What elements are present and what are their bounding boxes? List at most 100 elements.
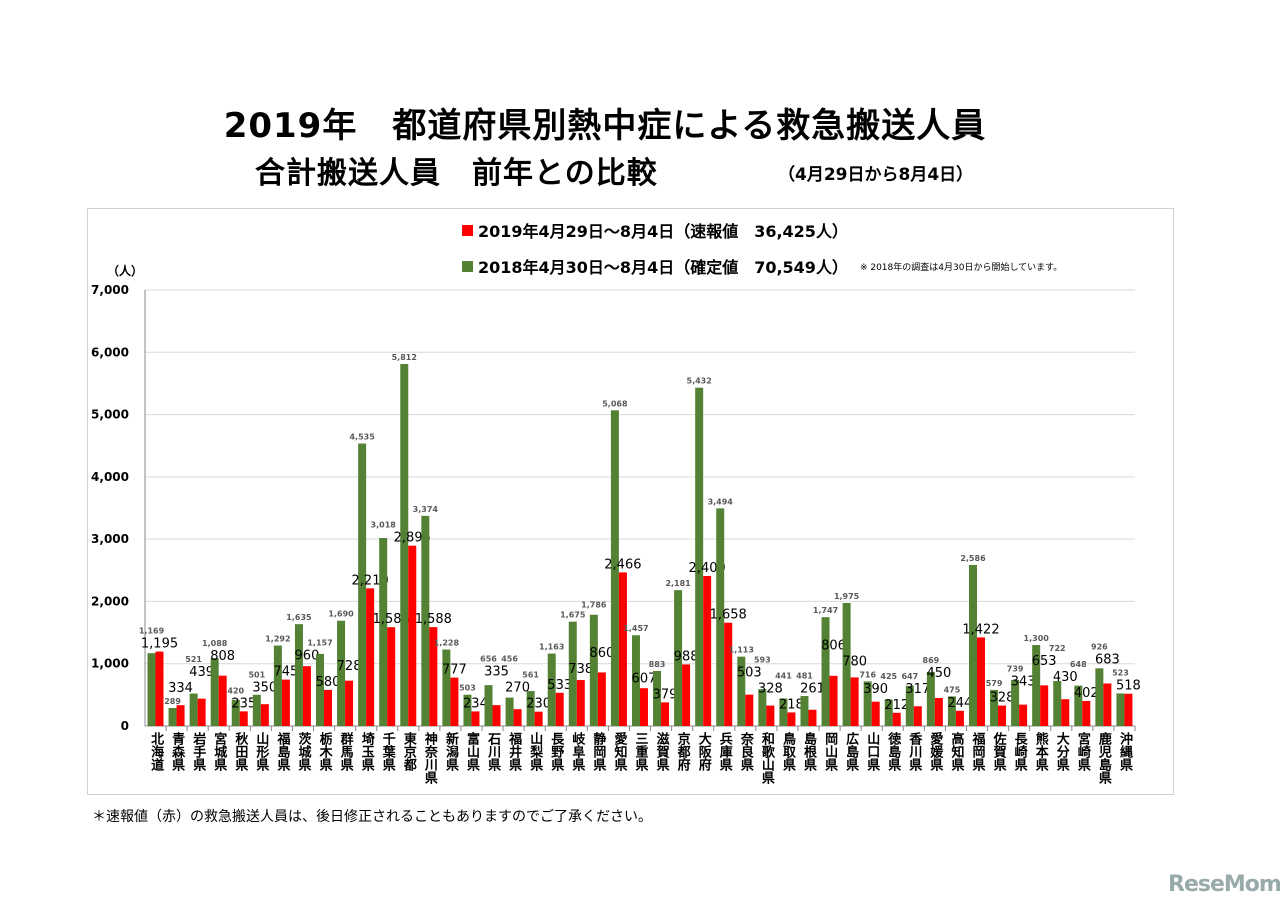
x-category-label: 岩手県 — [190, 732, 205, 771]
data-label-2019: 988 — [674, 649, 699, 664]
data-label-2018: 441 — [775, 671, 792, 680]
bar-2019-福井県 — [513, 709, 522, 726]
bar-2018-岡山県 — [821, 617, 830, 726]
x-category-label: 千葉県 — [380, 732, 395, 771]
x-category-label: 兵庫県 — [717, 732, 732, 771]
bar-2018-山形県 — [252, 694, 261, 726]
data-label-2018: 1,457 — [623, 624, 648, 633]
category-埼玉県: 埼玉県 — [358, 732, 374, 771]
bar-2018-京都府 — [674, 590, 683, 726]
bar-2019-佐賀県 — [998, 705, 1007, 726]
data-label-2018: 3,494 — [708, 497, 734, 506]
category-北海道: 北海道 — [148, 732, 164, 771]
bar-2018-山口県 — [863, 681, 872, 726]
bar-2019-三重県 — [639, 688, 648, 726]
data-label-2019: 653 — [1032, 654, 1057, 669]
category-山口県: 山口県 — [864, 732, 880, 771]
data-label-2019: 334 — [168, 681, 193, 696]
bar-2018-富山県 — [463, 694, 472, 726]
bar-2018-鳥取県 — [779, 698, 788, 726]
data-label-2019: 860 — [589, 646, 614, 661]
x-category-label: 鹿児島県 — [1096, 732, 1111, 784]
data-label-2018: 883 — [649, 660, 666, 669]
data-label-2018: 656 — [480, 655, 497, 664]
data-label-2019: 261 — [800, 681, 825, 696]
data-label-2018: 1,747 — [813, 606, 838, 615]
data-label-2018: 420 — [227, 686, 244, 695]
data-label-2019: 430 — [1053, 670, 1078, 685]
data-label-2018: 716 — [859, 670, 876, 679]
data-label-2019: 1,422 — [962, 622, 999, 637]
bar-2019-香川県 — [913, 706, 922, 726]
data-label-2018: 456 — [501, 655, 518, 664]
data-label-2019: 728 — [337, 659, 362, 674]
x-category-label: 徳島県 — [885, 732, 900, 771]
data-label-2018: 1,088 — [202, 639, 228, 648]
data-label-2019: 218 — [779, 697, 804, 712]
data-label-2019: 402 — [1074, 686, 1099, 701]
bar-2018-兵庫県 — [716, 508, 725, 726]
bar-2019-福島県 — [281, 679, 290, 726]
data-label-2018: 1,786 — [581, 601, 607, 610]
data-label-2019: 390 — [863, 682, 888, 697]
bar-2018-神奈川県 — [421, 515, 430, 726]
x-category-label: 北海道 — [148, 732, 164, 771]
data-label-2019: 1,195 — [141, 637, 178, 652]
bar-2019-山口県 — [871, 701, 880, 726]
data-label-2018: 722 — [1049, 644, 1066, 653]
data-label-2018: 289 — [164, 697, 181, 706]
y-tick-label: 3,000 — [91, 532, 129, 546]
bar-2018-宮崎県 — [1074, 685, 1083, 726]
data-label-2018: 1,163 — [539, 643, 564, 652]
x-category-label: 栃木県 — [316, 732, 332, 771]
category-島根県: 島根県 — [801, 732, 817, 771]
bar-2018-青森県 — [168, 707, 177, 726]
data-label-2019: 317 — [905, 682, 930, 697]
x-category-label: 愛知県 — [611, 732, 626, 771]
data-label-2018: 1,228 — [434, 639, 460, 648]
y-tick-label: 5,000 — [91, 408, 129, 422]
data-label-2018: 4,535 — [349, 433, 375, 442]
period-label: （4月29日から8月4日） — [778, 165, 974, 185]
data-label-2018: 1,635 — [286, 613, 312, 622]
bar-2018-愛媛県 — [926, 671, 935, 726]
data-label-2018: 521 — [185, 655, 202, 664]
data-label-2018: 5,432 — [687, 377, 712, 386]
bar-2019-秋田県 — [239, 711, 248, 726]
data-label-2019: 328 — [758, 681, 783, 696]
category-福井県: 福井県 — [506, 732, 522, 771]
bar-2019-群馬県 — [345, 680, 354, 726]
bar-2018-鹿児島県 — [1095, 668, 1104, 726]
data-label-2018: 1,169 — [139, 627, 165, 636]
bar-2019-岡山県 — [829, 675, 838, 726]
legend-swatch-red — [462, 224, 473, 236]
x-category-label: 三重県 — [633, 732, 648, 771]
data-label-2018: 523 — [1112, 669, 1129, 678]
data-label-2019: 777 — [442, 663, 467, 678]
bar-2019-岩手県 — [197, 698, 206, 726]
bar-2018-岩手県 — [189, 693, 198, 726]
data-label-2018: 2,181 — [665, 579, 691, 588]
legend-item-2019: 2019年4月29日～8月4日（速報値 36,425人） — [462, 218, 848, 242]
data-label-2019: 518 — [1116, 679, 1141, 694]
bar-2018-徳島県 — [884, 699, 893, 726]
category-栃木県: 栃木県 — [316, 732, 332, 771]
data-label-2019: 503 — [737, 665, 762, 680]
legend-swatch-green — [462, 260, 473, 272]
data-label-2019: 1,588 — [415, 612, 452, 627]
data-label-2018: 1,300 — [1024, 634, 1050, 643]
bar-2019-静岡県 — [597, 672, 606, 726]
bar-2018-東京都 — [400, 363, 409, 726]
bar-2019-愛媛県 — [934, 697, 943, 726]
data-label-2018: 1,157 — [307, 639, 332, 648]
data-label-2019: 328 — [990, 691, 1015, 706]
bar-2018-栃木県 — [316, 653, 325, 726]
category-岡山県: 岡山県 — [822, 732, 838, 771]
bar-2018-静岡県 — [589, 614, 598, 726]
footnote: ＊速報値（赤）の救急搬送人員は、後日修正されることもありますのでご了承ください。 — [92, 809, 652, 825]
x-category-label: 京都府 — [675, 732, 690, 771]
category-熊本県: 熊本県 — [1032, 732, 1048, 771]
bar-2019-高知県 — [955, 710, 964, 726]
bar-2019-栃木県 — [324, 689, 333, 726]
x-category-label: 大阪府 — [696, 732, 711, 771]
